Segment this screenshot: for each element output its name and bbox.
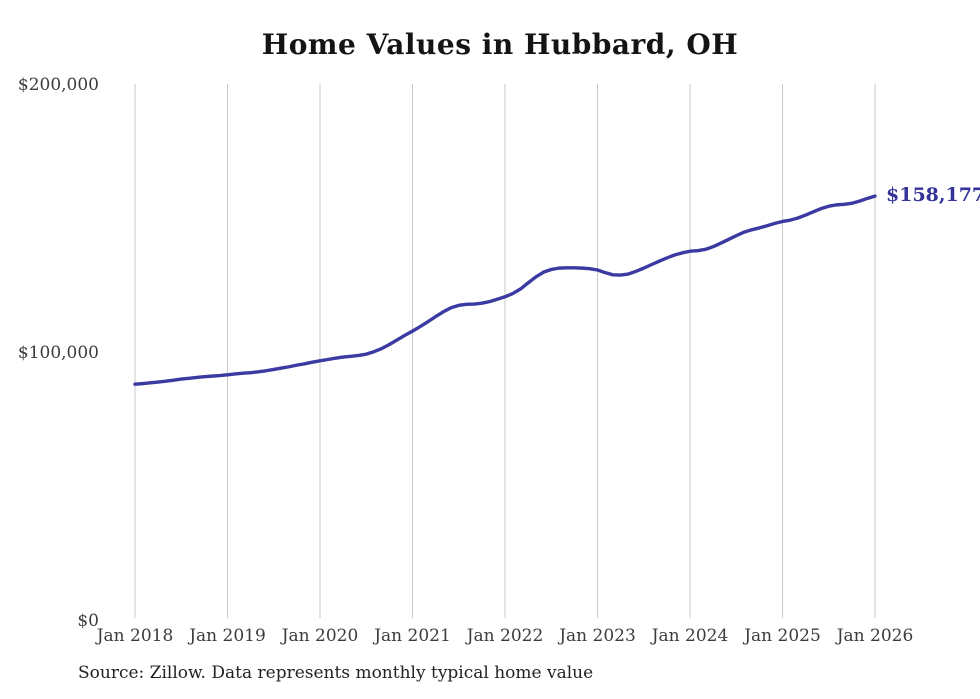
y-tick-label: $0 (77, 611, 99, 631)
x-tick-label: Jan 2024 (650, 626, 729, 646)
y-tick-label: $100,000 (18, 343, 99, 363)
value-line (133, 194, 877, 386)
x-tick-label: Jan 2020 (280, 626, 359, 646)
x-tick-label: Jan 2018 (95, 626, 174, 646)
y-tick-label: $200,000 (18, 75, 99, 95)
source-note: Source: Zillow. Data represents monthly … (78, 663, 594, 683)
x-tick-label: Jan 2019 (187, 626, 266, 646)
x-tick-label: Jan 2022 (465, 626, 544, 646)
chart-title: Home Values in Hubbard, OH (261, 28, 739, 61)
x-tick-label: Jan 2021 (372, 626, 451, 646)
x-tick-label: Jan 2026 (835, 626, 914, 646)
x-tick-label: Jan 2023 (557, 626, 636, 646)
latest-value-label: $158,177 (886, 184, 980, 207)
x-tick-label: Jan 2025 (742, 626, 821, 646)
